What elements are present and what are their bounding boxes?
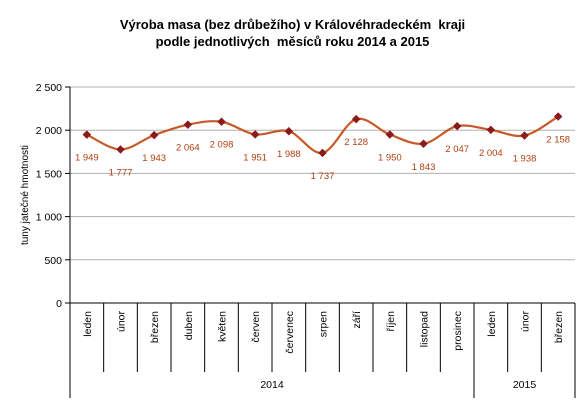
data-label: 1 938 bbox=[513, 154, 537, 165]
y-tick-label: 1 000 bbox=[36, 212, 62, 224]
x-tick-label: duben bbox=[183, 311, 195, 340]
data-point bbox=[149, 130, 159, 140]
x-tick-label: červenec bbox=[284, 311, 296, 354]
y-tick-label: 2 000 bbox=[36, 125, 62, 137]
x-tick-label: říjen bbox=[385, 311, 397, 332]
data-point bbox=[385, 130, 395, 139]
y-axis-title: tuny jatečné hmotnosti bbox=[20, 145, 31, 245]
x-tick-label: červen bbox=[250, 311, 262, 343]
x-tick-label: srpen bbox=[318, 311, 330, 337]
group-label: 2014 bbox=[260, 379, 284, 391]
data-point bbox=[419, 139, 428, 149]
data-point bbox=[250, 130, 260, 139]
x-tick-label: leden bbox=[82, 311, 94, 337]
x-tick-label: prosinec bbox=[452, 311, 464, 351]
data-label: 1 777 bbox=[109, 167, 133, 178]
data-label: 2 128 bbox=[344, 137, 368, 148]
x-tick-label: leden bbox=[486, 311, 498, 337]
data-label: 2 064 bbox=[176, 143, 200, 154]
data-point bbox=[284, 126, 294, 136]
data-label: 2 098 bbox=[210, 140, 234, 151]
data-point bbox=[318, 148, 327, 158]
data-label: 2 004 bbox=[479, 148, 503, 159]
data-point bbox=[351, 114, 361, 124]
data-label: 1 843 bbox=[412, 162, 436, 173]
y-tick-label: 0 bbox=[56, 298, 62, 310]
data-point bbox=[183, 120, 193, 130]
data-label: 1 737 bbox=[311, 171, 335, 182]
chart-title: Výroba masa (bez drůbežího) v Královéhra… bbox=[0, 16, 585, 50]
data-label: 1 949 bbox=[75, 153, 99, 164]
data-point bbox=[452, 121, 462, 131]
x-tick-label: březen bbox=[553, 311, 565, 343]
data-label: 1 950 bbox=[378, 153, 402, 164]
x-tick-label: květen bbox=[217, 311, 229, 342]
group-label: 2015 bbox=[513, 379, 537, 391]
data-label: 1 988 bbox=[277, 149, 301, 160]
data-point bbox=[486, 125, 496, 135]
data-point bbox=[553, 112, 563, 121]
data-label: 1 943 bbox=[142, 153, 166, 164]
data-point bbox=[520, 131, 529, 140]
y-tick-label: 2 500 bbox=[36, 82, 62, 94]
data-label: 2 158 bbox=[546, 135, 570, 146]
data-point bbox=[217, 117, 226, 127]
chart-title-line-1: Výroba masa (bez drůbežího) v Královéhra… bbox=[119, 17, 466, 32]
y-tick-label: 500 bbox=[44, 255, 62, 267]
x-tick-label: listopad bbox=[419, 311, 431, 347]
data-label: 2 047 bbox=[445, 144, 469, 155]
x-tick-label: únor bbox=[116, 310, 128, 332]
y-tick-label: 1 500 bbox=[36, 168, 62, 180]
data-point bbox=[82, 130, 92, 139]
x-tick-label: únor bbox=[520, 310, 532, 332]
x-tick-label: březen bbox=[149, 311, 161, 343]
x-tick-label: září bbox=[351, 311, 363, 329]
chart-title-line-2: podle jednotlivých měsíců roku 2014 a 20… bbox=[155, 34, 430, 49]
data-point bbox=[116, 145, 125, 154]
data-label: 1 951 bbox=[243, 152, 267, 163]
